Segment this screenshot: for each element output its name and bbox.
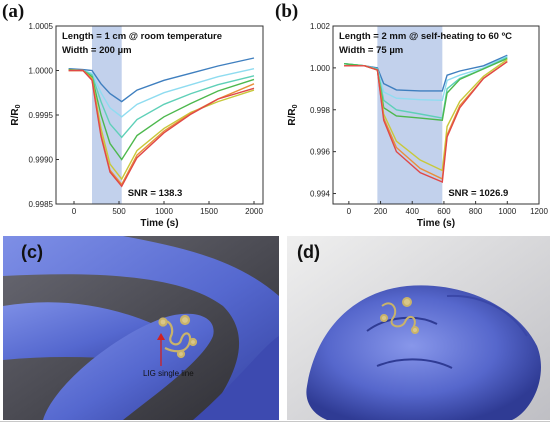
chart-a-series-1 xyxy=(68,57,255,103)
chart-a-svg: 0 500 1000 1500 2000 0.9985 0.9990 0.9995 1.0000… xyxy=(10,22,264,229)
chart-b-xtick-label: 200 xyxy=(374,207,388,216)
arrow-head xyxy=(157,333,165,340)
chart-b-xtick-label: 0 xyxy=(347,207,352,216)
chart-b-ytick-label: 1.002 xyxy=(310,22,331,31)
photo-c-image: LIG single line (c) xyxy=(3,236,279,420)
chart-a-ylabel: R/R0 xyxy=(10,104,22,125)
chart-b-xtick-label: 800 xyxy=(469,207,483,216)
chart-b-ytick-label: 0.996 xyxy=(310,148,331,157)
chart-b-xlabel: Time (s) xyxy=(417,218,455,229)
chart-a-xtick-label: 500 xyxy=(112,207,126,216)
chart-a-series-3 xyxy=(68,68,255,139)
chart-a-annotation-width: Width = 200 µm xyxy=(62,45,132,56)
chart-a-xtick-label: 2000 xyxy=(245,207,263,216)
chart-b-series-7 xyxy=(344,61,508,184)
chart-a-xtick-label: 1500 xyxy=(200,207,218,216)
chart-a-ylabel-subscript: 0 xyxy=(15,104,22,108)
chart-a: 0 500 1000 1500 2000 0.9985 0.9990 0.9995 1.0000… xyxy=(0,0,275,232)
chart-b-ytick-label: 0.994 xyxy=(310,190,331,199)
chart-a-ytick-label: 0.9995 xyxy=(29,111,54,120)
chart-a-series-4 xyxy=(68,68,255,161)
chart-a-series-2 xyxy=(68,68,255,118)
panel-label-d: (d) xyxy=(297,242,320,262)
bottom-divider xyxy=(0,421,550,422)
chart-b-ytick-label: 1.000 xyxy=(310,64,331,73)
chart-a-series-7 xyxy=(68,69,255,188)
chart-b-annotation-snr: SNR = 1026.9 xyxy=(448,188,508,199)
sensor-pattern-c xyxy=(158,314,198,359)
panel-label-c: (c) xyxy=(21,242,43,262)
chart-a-ytick-label: 1.0005 xyxy=(29,22,54,31)
chart-b-annotation-width: Width = 75 µm xyxy=(339,45,403,56)
chart-b-ylabel: R/R0 xyxy=(287,104,299,125)
photo-d: (d) xyxy=(287,236,550,420)
chart-b-xtick-label: 600 xyxy=(437,207,451,216)
chart-b-plot-frame xyxy=(332,25,540,205)
chart-b-xtick-label: 400 xyxy=(406,207,420,216)
panel-label-a: (a) xyxy=(2,1,25,22)
chart-a-annotation-length: Length = 1 cm @ room temperature xyxy=(62,31,222,42)
sensor-pattern-d xyxy=(380,297,419,334)
photo-d-image: (d) xyxy=(287,236,550,420)
lig-label: LIG single line xyxy=(143,369,194,378)
glove-fist-shape xyxy=(306,285,541,420)
chart-b-svg: 0 200 400 600 800 1000 1200 0.994 0.996 0.998 1.00… xyxy=(287,22,548,229)
chart-a-ytick-label: 1.0000 xyxy=(29,67,54,76)
chart-a-annotation-snr: SNR = 138.3 xyxy=(128,188,183,199)
chart-a-ytick-label: 0.9985 xyxy=(29,200,54,209)
panel-label-b: (b) xyxy=(275,1,299,22)
chart-b-xtick-label: 1000 xyxy=(498,207,516,216)
chart-b-ytick-label: 0.998 xyxy=(310,106,331,115)
chart-a-xlabel: Time (s) xyxy=(140,218,178,229)
chart-b: 0 200 400 600 800 1000 1200 0.994 0.996 0.998 1.00… xyxy=(275,0,550,232)
chart-b-ylabel-subscript: 0 xyxy=(292,104,299,108)
chart-a-xtick-label: 0 xyxy=(72,207,77,216)
chart-b-xtick-label: 1200 xyxy=(530,207,548,216)
chart-a-ytick-label: 0.9990 xyxy=(29,156,54,165)
chart-b-annotation-length: Length = 2 mm @ self-heating to 60 ºC xyxy=(339,31,512,42)
chart-a-xtick-label: 1000 xyxy=(155,207,173,216)
photo-c: LIG single line (c) xyxy=(3,236,279,420)
